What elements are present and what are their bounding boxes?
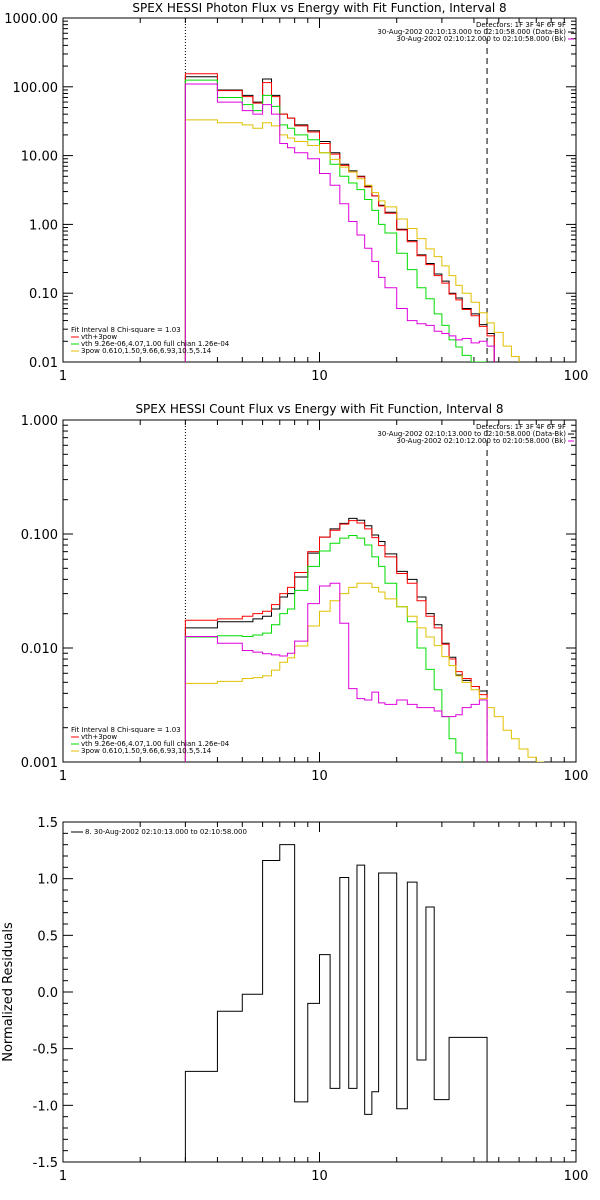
- x-tick-label: 100: [564, 769, 589, 784]
- y-tick-label: 10.00: [21, 150, 58, 165]
- x-tick-label: 10: [311, 769, 328, 784]
- y-tick-label: 1000.00: [4, 12, 58, 27]
- series-vth-3pow: [184, 73, 495, 362]
- x-tick-label: 10: [311, 369, 328, 384]
- legend-entry: vth+3pow: [81, 333, 117, 341]
- series-data-bk: [184, 76, 495, 362]
- annotation-line: 30-Aug-2002 02:10:12.000 to 02:10:58.000…: [396, 437, 566, 445]
- x-tick-label: 100: [564, 1169, 589, 1184]
- x-tick-label: 1: [59, 769, 67, 784]
- y-tick-label: 0.5: [37, 929, 58, 944]
- y-tick-label: 0.010: [21, 642, 58, 657]
- x-tick-label: 10: [311, 1169, 328, 1184]
- legend-title: Fit Interval 8 Chi-square = 1.03: [71, 326, 181, 334]
- series-3pow: [184, 582, 544, 762]
- y-tick-label: 1.5: [37, 816, 58, 831]
- legend-title: Fit Interval 8 Chi-square = 1.03: [71, 726, 181, 734]
- y-tick-label: 0.0: [37, 986, 58, 1001]
- series-bk: [184, 582, 488, 762]
- y-tick-label: -1.0: [33, 1099, 58, 1114]
- count-flux-panel: SPEX HESSI Count Flux vs Energy with Fit…: [21, 402, 589, 784]
- annotation-line: Detectors: 1F 3F 4F 6F 9F: [476, 423, 566, 431]
- legend-entry: 8. 30-Aug-2002 02:10:13.000 to 02:10:58.…: [85, 828, 247, 836]
- x-tick-label: 100: [564, 369, 589, 384]
- y-tick-label: 1.00: [29, 218, 58, 233]
- residuals-panel: 1 10 100 -1.5 -1.0 -0.5 0.0 0.5 1.0 1.5 Normalized…: [1, 816, 588, 1184]
- photon-flux-panel: SPEX HESSI Photon Flux vs Energy with Fi…: [4, 1, 588, 384]
- y-tick-label: 100.00: [13, 81, 59, 96]
- series-bk: [184, 83, 495, 362]
- photon-flux-title: SPEX HESSI Photon Flux vs Energy with Fi…: [132, 1, 506, 15]
- legend-entry: vth 9.26e-06,4.07,1.00 full chian 1.26e-…: [81, 740, 230, 748]
- series-vth: [184, 535, 463, 762]
- legend-entry: vth 9.26e-06,4.07,1.00 full chian 1.26e-…: [81, 340, 230, 348]
- y-tick-label: 1.000: [21, 414, 58, 429]
- x-tick-label: 1: [59, 1169, 67, 1184]
- series-vth-3pow: [184, 520, 488, 762]
- y-tick-label: 1.0: [37, 873, 58, 888]
- count-flux-title: SPEX HESSI Count Flux vs Energy with Fit…: [135, 402, 503, 416]
- y-tick-label: 0.001: [21, 756, 58, 771]
- y-tick-label: 0.01: [29, 356, 58, 371]
- y-tick-label: 0.100: [21, 528, 58, 543]
- legend-entry: 3pow 0.610,1.50,9.66,6.93,10.5,5.14: [81, 747, 212, 755]
- legend-entry: 3pow 0.610,1.50,9.66,6.93,10.5,5.14: [81, 347, 212, 355]
- y-tick-label: -1.5: [33, 1156, 58, 1171]
- legend-entry: vth+3pow: [81, 733, 117, 741]
- y-tick-label: 0.10: [29, 287, 58, 302]
- annotation-line: 30-Aug-2002 02:10:13.000 to 02:10:58.000…: [377, 430, 566, 438]
- annotation-line: 30-Aug-2002 02:10:13.000 to 02:10:58.000…: [377, 28, 566, 36]
- annotation-line: Detectors: 1F 3F 4F 6F 9F: [476, 21, 566, 29]
- plot-frame: [62, 17, 577, 363]
- series-8-30-aug-2002-02-10-13-000-to-02-10-58-000: [184, 844, 488, 1162]
- annotation-line: 30-Aug-2002 02:10:12.000 to 02:10:58.000…: [396, 35, 566, 43]
- x-tick-label: 1: [59, 369, 67, 384]
- y-axis-label: Normalized Residuals: [1, 922, 16, 1062]
- y-tick-label: -0.5: [33, 1043, 58, 1058]
- series-3pow: [184, 119, 520, 362]
